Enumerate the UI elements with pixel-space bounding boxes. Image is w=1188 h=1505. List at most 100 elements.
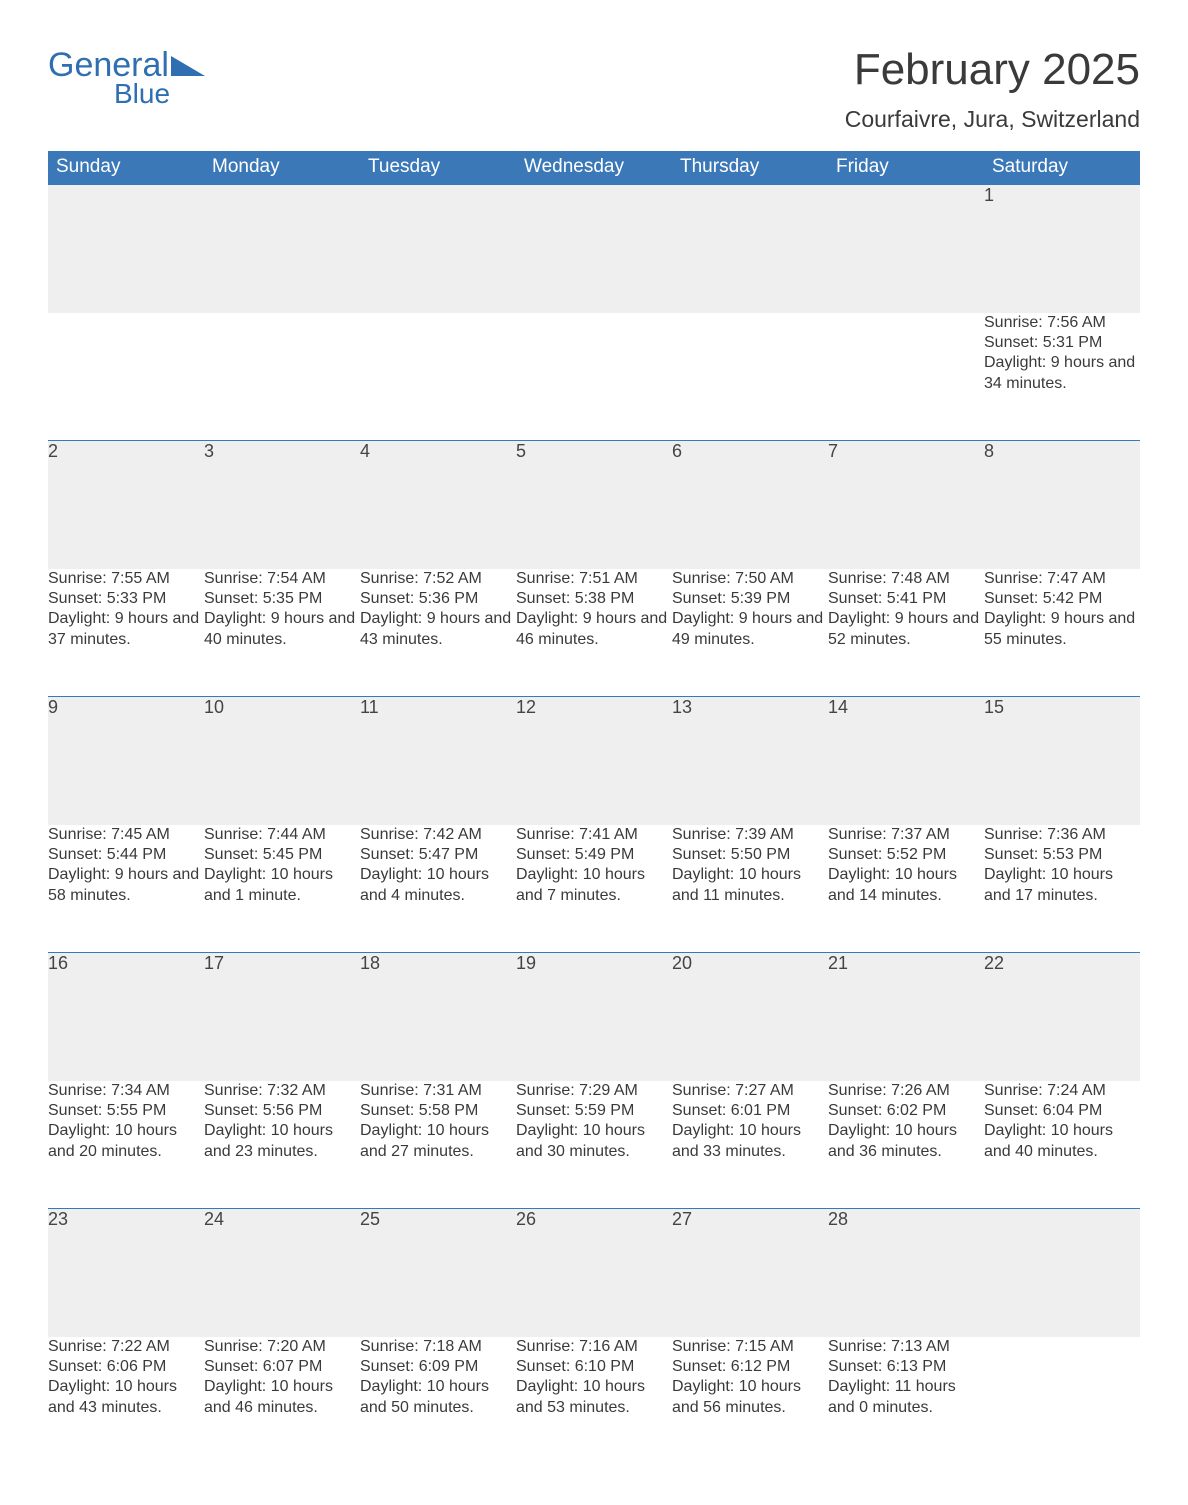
daylight-line: Daylight: 10 hours and 53 minutes. <box>516 1377 672 1418</box>
sunrise-line: Sunrise: 7:26 AM <box>828 1081 984 1101</box>
sunrise-line: Sunrise: 7:31 AM <box>360 1081 516 1101</box>
daylight-line: Daylight: 10 hours and 11 minutes. <box>672 865 828 906</box>
day-content-cell: Sunrise: 7:24 AMSunset: 6:04 PMDaylight:… <box>984 1081 1140 1209</box>
sunrise-line: Sunrise: 7:27 AM <box>672 1081 828 1101</box>
logo-text-1: General <box>48 48 169 82</box>
day-content-cell: Sunrise: 7:26 AMSunset: 6:02 PMDaylight:… <box>828 1081 984 1209</box>
month-title: February 2025 <box>845 48 1140 92</box>
sunrise-line: Sunrise: 7:18 AM <box>360 1337 516 1357</box>
location: Courfaivre, Jura, Switzerland <box>845 106 1140 133</box>
day-number-cell: 27 <box>672 1209 828 1337</box>
day-content-cell: Sunrise: 7:22 AMSunset: 6:06 PMDaylight:… <box>48 1337 204 1465</box>
day-number-cell: 5 <box>516 441 672 569</box>
day-number-cell: 13 <box>672 697 828 825</box>
sunset-line: Sunset: 6:07 PM <box>204 1357 360 1377</box>
sunrise-line: Sunrise: 7:48 AM <box>828 569 984 589</box>
day-number-cell: 17 <box>204 953 360 1081</box>
sunset-line: Sunset: 6:04 PM <box>984 1101 1140 1121</box>
day-number-cell: 19 <box>516 953 672 1081</box>
sunset-line: Sunset: 6:06 PM <box>48 1357 204 1377</box>
sunset-line: Sunset: 5:52 PM <box>828 845 984 865</box>
day-content-cell <box>828 313 984 441</box>
sunrise-line: Sunrise: 7:42 AM <box>360 825 516 845</box>
day-number-cell: 2 <box>48 441 204 569</box>
sunset-line: Sunset: 6:02 PM <box>828 1101 984 1121</box>
sunset-line: Sunset: 6:12 PM <box>672 1357 828 1377</box>
sunrise-line: Sunrise: 7:56 AM <box>984 313 1140 333</box>
day-number-cell: 11 <box>360 697 516 825</box>
sunset-line: Sunset: 5:44 PM <box>48 845 204 865</box>
day-content-cell <box>672 313 828 441</box>
daylight-line: Daylight: 10 hours and 30 minutes. <box>516 1121 672 1162</box>
daylight-line: Daylight: 10 hours and 43 minutes. <box>48 1377 204 1418</box>
sunset-line: Sunset: 5:42 PM <box>984 589 1140 609</box>
day-content-cell: Sunrise: 7:31 AMSunset: 5:58 PMDaylight:… <box>360 1081 516 1209</box>
daylight-line: Daylight: 10 hours and 46 minutes. <box>204 1377 360 1418</box>
sunset-line: Sunset: 5:35 PM <box>204 589 360 609</box>
day-content-cell: Sunrise: 7:13 AMSunset: 6:13 PMDaylight:… <box>828 1337 984 1465</box>
day-number-cell: 23 <box>48 1209 204 1337</box>
daylight-line: Daylight: 10 hours and 20 minutes. <box>48 1121 204 1162</box>
sunrise-line: Sunrise: 7:47 AM <box>984 569 1140 589</box>
weekday-header: Sunday <box>48 151 204 185</box>
daylight-line: Daylight: 9 hours and 46 minutes. <box>516 609 672 650</box>
day-number-cell: 14 <box>828 697 984 825</box>
sunrise-line: Sunrise: 7:29 AM <box>516 1081 672 1101</box>
day-content-cell: Sunrise: 7:16 AMSunset: 6:10 PMDaylight:… <box>516 1337 672 1465</box>
logo-flag-icon <box>171 54 209 78</box>
daylight-line: Daylight: 9 hours and 37 minutes. <box>48 609 204 650</box>
sunset-line: Sunset: 5:39 PM <box>672 589 828 609</box>
day-content-cell: Sunrise: 7:55 AMSunset: 5:33 PMDaylight:… <box>48 569 204 697</box>
sunset-line: Sunset: 6:10 PM <box>516 1357 672 1377</box>
day-content-cell: Sunrise: 7:54 AMSunset: 5:35 PMDaylight:… <box>204 569 360 697</box>
day-number-cell: 16 <box>48 953 204 1081</box>
weekday-header: Thursday <box>672 151 828 185</box>
day-number-cell: 10 <box>204 697 360 825</box>
sunset-line: Sunset: 6:09 PM <box>360 1357 516 1377</box>
day-content-cell: Sunrise: 7:18 AMSunset: 6:09 PMDaylight:… <box>360 1337 516 1465</box>
day-content-cell <box>516 313 672 441</box>
daylight-line: Daylight: 9 hours and 58 minutes. <box>48 865 204 906</box>
day-content-cell: Sunrise: 7:20 AMSunset: 6:07 PMDaylight:… <box>204 1337 360 1465</box>
daylight-line: Daylight: 9 hours and 49 minutes. <box>672 609 828 650</box>
daylight-line: Daylight: 10 hours and 23 minutes. <box>204 1121 360 1162</box>
day-content-cell <box>48 313 204 441</box>
sunrise-line: Sunrise: 7:22 AM <box>48 1337 204 1357</box>
daylight-line: Daylight: 9 hours and 43 minutes. <box>360 609 516 650</box>
weekday-header: Wednesday <box>516 151 672 185</box>
sunset-line: Sunset: 5:55 PM <box>48 1101 204 1121</box>
daylight-line: Daylight: 9 hours and 34 minutes. <box>984 353 1140 394</box>
day-number-cell: 8 <box>984 441 1140 569</box>
daylight-line: Daylight: 10 hours and 33 minutes. <box>672 1121 828 1162</box>
sunrise-line: Sunrise: 7:32 AM <box>204 1081 360 1101</box>
day-number-cell: 9 <box>48 697 204 825</box>
day-number-cell: 15 <box>984 697 1140 825</box>
daylight-line: Daylight: 10 hours and 7 minutes. <box>516 865 672 906</box>
weekday-header: Friday <box>828 151 984 185</box>
day-number-cell: 21 <box>828 953 984 1081</box>
sunrise-line: Sunrise: 7:55 AM <box>48 569 204 589</box>
daylight-line: Daylight: 9 hours and 40 minutes. <box>204 609 360 650</box>
sunrise-line: Sunrise: 7:37 AM <box>828 825 984 845</box>
sunset-line: Sunset: 5:36 PM <box>360 589 516 609</box>
day-content-cell: Sunrise: 7:36 AMSunset: 5:53 PMDaylight:… <box>984 825 1140 953</box>
day-content-cell: Sunrise: 7:37 AMSunset: 5:52 PMDaylight:… <box>828 825 984 953</box>
sunrise-line: Sunrise: 7:15 AM <box>672 1337 828 1357</box>
day-content-cell: Sunrise: 7:48 AMSunset: 5:41 PMDaylight:… <box>828 569 984 697</box>
sunset-line: Sunset: 5:33 PM <box>48 589 204 609</box>
sunset-line: Sunset: 5:53 PM <box>984 845 1140 865</box>
day-content-cell: Sunrise: 7:45 AMSunset: 5:44 PMDaylight:… <box>48 825 204 953</box>
calendar-table: SundayMondayTuesdayWednesdayThursdayFrid… <box>48 151 1140 1465</box>
daylight-line: Daylight: 9 hours and 52 minutes. <box>828 609 984 650</box>
day-number-cell <box>360 185 516 313</box>
sunset-line: Sunset: 5:58 PM <box>360 1101 516 1121</box>
day-number-cell <box>672 185 828 313</box>
sunset-line: Sunset: 5:50 PM <box>672 845 828 865</box>
sunrise-line: Sunrise: 7:24 AM <box>984 1081 1140 1101</box>
day-number-cell <box>516 185 672 313</box>
sunrise-line: Sunrise: 7:45 AM <box>48 825 204 845</box>
sunset-line: Sunset: 6:01 PM <box>672 1101 828 1121</box>
daylight-line: Daylight: 10 hours and 14 minutes. <box>828 865 984 906</box>
sunset-line: Sunset: 5:59 PM <box>516 1101 672 1121</box>
day-content-cell: Sunrise: 7:34 AMSunset: 5:55 PMDaylight:… <box>48 1081 204 1209</box>
